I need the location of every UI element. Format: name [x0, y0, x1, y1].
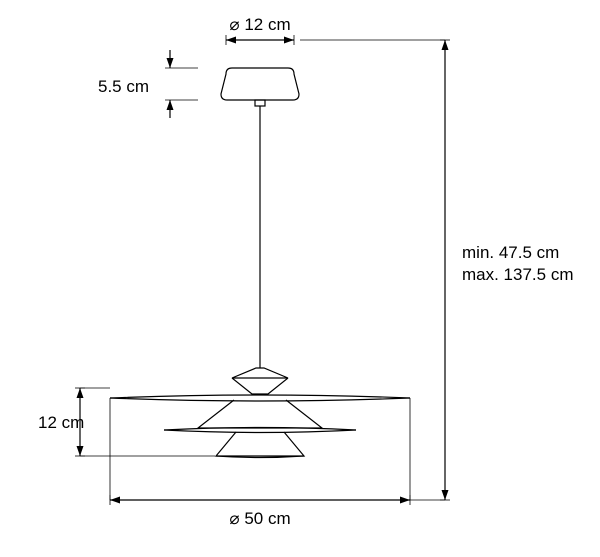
- dim-overall-min: min. 47.5 cm: [462, 243, 559, 262]
- dim-overall-max: max. 137.5 cm: [462, 265, 574, 284]
- shade: [216, 432, 304, 456]
- dimension-diagram: ⌀ 12 cm 5.5 cm 12 cm ⌀ 50 cm min. 47.5 cm max…: [0, 0, 600, 557]
- canopy: [221, 68, 299, 100]
- dim-shade-height: 12 cm: [38, 413, 84, 432]
- dim-canopy-height: 5.5 cm: [98, 77, 149, 96]
- dim-shade-diameter: ⌀ 50 cm: [229, 509, 290, 528]
- dim-canopy-diameter: ⌀ 12 cm: [229, 15, 290, 34]
